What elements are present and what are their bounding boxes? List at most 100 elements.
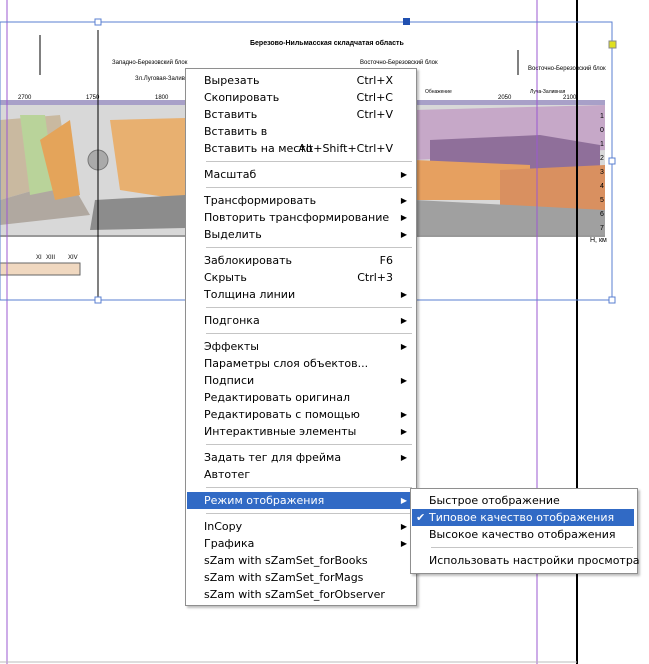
- handle: [94, 18, 102, 26]
- scale-label: 1800: [155, 95, 169, 101]
- menu-item-label: sZam with sZamSet_forBooks: [204, 554, 368, 567]
- menu-item[interactable]: Быстрое отображение: [412, 492, 634, 509]
- submenu-arrow: ▶: [400, 290, 407, 299]
- menu-item[interactable]: Толщина линии ▶: [187, 286, 413, 303]
- menu-item[interactable]: Параметры слоя объектов...: [187, 355, 413, 372]
- menu-item[interactable]: Автотег: [187, 466, 413, 483]
- menu-item-label: Трансформировать: [204, 194, 317, 207]
- submenu-arrow: ▶: [400, 230, 407, 239]
- shortcut: Alt+Shift+Ctrl+V: [298, 142, 393, 155]
- scale-label: 2100: [563, 95, 577, 101]
- menu-item[interactable]: Подписи ▶: [187, 372, 413, 389]
- menu-item[interactable]: Повторить трансформирование ▶: [187, 209, 413, 226]
- submenu-arrow: ▶: [400, 496, 407, 505]
- menu-item[interactable]: Заблокировать F6: [187, 252, 413, 269]
- scale-label: 2700: [18, 95, 32, 101]
- menu-item-label: Вырезать: [204, 74, 260, 87]
- menu-item-label: sZam with sZamSet_forMags: [204, 571, 364, 584]
- label: Луча-Заливная: [530, 89, 566, 95]
- menu-item[interactable]: Высокое качество отображения: [412, 526, 634, 543]
- legend-label: XIV: [68, 255, 78, 261]
- legend: [0, 262, 81, 276]
- label: Восточно-Березовский блок: [360, 59, 438, 66]
- menu-item[interactable]: Вырезать Ctrl+X: [187, 72, 413, 89]
- menu-item[interactable]: Использовать настройки просмотра: [412, 552, 640, 569]
- separator: [206, 513, 412, 514]
- legend-label: XI: [36, 255, 42, 261]
- menu-item[interactable]: Масштаб ▶: [187, 166, 413, 183]
- context-menu: Вырезать Ctrl+X Скопировать Ctrl+C Вставить C…: [185, 68, 417, 606]
- separator: [206, 487, 412, 488]
- menu-item[interactable]: Типовое качество отображения ✔: [412, 509, 634, 526]
- menu-item-label: Типовое качество отображения: [429, 511, 615, 524]
- handle: [608, 157, 616, 165]
- label: Восточно-Березовский блок: [528, 65, 606, 72]
- menu-item-label: Скопировать: [204, 91, 280, 104]
- menu-item[interactable]: sZam with sZamSet_forObserver: [187, 586, 413, 603]
- menu-item[interactable]: Редактировать с помощью ▶: [187, 406, 413, 423]
- legend-label: XIII: [46, 255, 55, 261]
- depth-label: 6: [600, 211, 604, 218]
- menu-item-label: Автотег: [204, 468, 251, 481]
- menu-item[interactable]: Выделить ▶: [187, 226, 413, 243]
- depth-label: 7: [600, 225, 604, 232]
- menu-item[interactable]: Скопировать Ctrl+C: [187, 89, 413, 106]
- submenu-arrow: ▶: [400, 410, 407, 419]
- menu-item-label: Повторить трансформирование: [204, 211, 390, 224]
- depth-label: 1: [600, 141, 604, 148]
- depth-label: 2: [600, 155, 604, 162]
- submenu-arrow: ▶: [400, 427, 407, 436]
- layer: [20, 115, 55, 195]
- menu-item-label: Высокое качество отображения: [429, 528, 616, 541]
- menu-item-label: Вставить: [204, 108, 258, 121]
- scale-label: 2050: [498, 95, 512, 101]
- submenu-arrow: ▶: [400, 376, 407, 385]
- label: Обнажение: [425, 89, 452, 95]
- menu-item[interactable]: sZam with sZamSet_forMags: [187, 569, 413, 586]
- menu-item-label: Подгонка: [204, 314, 260, 327]
- layer: [415, 200, 605, 235]
- menu-item-label: Быстрое отображение: [429, 494, 560, 507]
- menu-item[interactable]: InCopy ▶: [187, 518, 413, 535]
- menu-item-label: Заблокировать: [204, 254, 292, 267]
- layer: [500, 165, 605, 215]
- submenu-arrow: ▶: [400, 539, 407, 548]
- shortcut: Ctrl+C: [356, 91, 393, 104]
- label: Зл.Луговая-Залив: [135, 76, 185, 82]
- separator: [206, 161, 412, 162]
- depth-label: 3: [600, 169, 604, 176]
- separator: [206, 444, 412, 445]
- handle: [403, 18, 410, 25]
- separator: [206, 247, 412, 248]
- menu-item-label: Вставить на место: [204, 142, 313, 155]
- menu-item[interactable]: Скрыть Ctrl+3: [187, 269, 413, 286]
- menu-item[interactable]: Интерактивные элементы ▶: [187, 423, 413, 440]
- handle: [94, 296, 102, 304]
- menu-item[interactable]: Вставить Ctrl+V: [187, 106, 413, 123]
- menu-item[interactable]: Задать тег для фрейма ▶: [187, 449, 413, 466]
- menu-item[interactable]: Трансформировать ▶: [187, 192, 413, 209]
- menu-item-label: Скрыть: [204, 271, 247, 284]
- menu-item-label: Использовать настройки просмотра: [429, 554, 640, 567]
- menu-item[interactable]: Режим отображения ▶: [187, 492, 413, 509]
- menu-item[interactable]: Редактировать оригинал: [187, 389, 413, 406]
- menu-item-label: Интерактивные элементы: [204, 425, 357, 438]
- menu-item-label: sZam with sZamSet_forObserver: [204, 588, 385, 601]
- depth-label: 1: [600, 113, 604, 120]
- handle: [608, 296, 616, 304]
- menu-item[interactable]: Вставить в: [187, 123, 413, 140]
- menu-item[interactable]: Вставить на место Alt+Shift+Ctrl+V: [187, 140, 413, 157]
- menu-item-label: Толщина линии: [204, 288, 296, 301]
- menu-item[interactable]: sZam with sZamSet_forBooks: [187, 552, 413, 569]
- menu-item[interactable]: Эффекты ▶: [187, 338, 413, 355]
- depth-label: 0: [600, 127, 604, 134]
- menu-item-label: Задать тег для фрейма: [204, 451, 342, 464]
- menu-item-label: Эффекты: [204, 340, 259, 353]
- handle: [608, 40, 617, 49]
- menu-item[interactable]: Графика ▶: [187, 535, 413, 552]
- depth-scale: 1 0 1 2 3 4 5 6 7: [600, 113, 604, 232]
- submenu-arrow: ▶: [400, 213, 407, 222]
- menu-item[interactable]: Подгонка ▶: [187, 312, 413, 329]
- menu-item-label: Редактировать оригинал: [204, 391, 351, 404]
